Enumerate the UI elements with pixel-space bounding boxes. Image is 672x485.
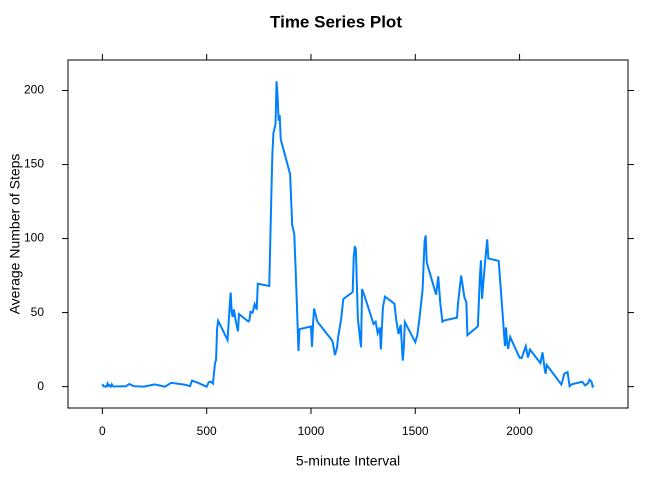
y-tick-label: 0 bbox=[37, 379, 44, 393]
y-tick-label: 200 bbox=[24, 83, 44, 97]
y-axis-label: Average Number of Steps bbox=[7, 154, 23, 315]
x-tick-label: 1500 bbox=[402, 424, 429, 438]
x-axis-label: 5-minute Interval bbox=[296, 453, 400, 469]
y-tick-label: 50 bbox=[31, 305, 45, 319]
chart-title: Time Series Plot bbox=[270, 12, 402, 31]
x-tick-label: 1000 bbox=[298, 424, 325, 438]
data-line bbox=[101, 81, 595, 389]
y-tick-label: 100 bbox=[24, 231, 44, 245]
plot-frame bbox=[67, 59, 629, 409]
x-tick-label: 0 bbox=[99, 424, 106, 438]
x-tick-label: 2000 bbox=[506, 424, 533, 438]
y-tick-label: 150 bbox=[24, 157, 44, 171]
x-tick-label: 500 bbox=[197, 424, 217, 438]
